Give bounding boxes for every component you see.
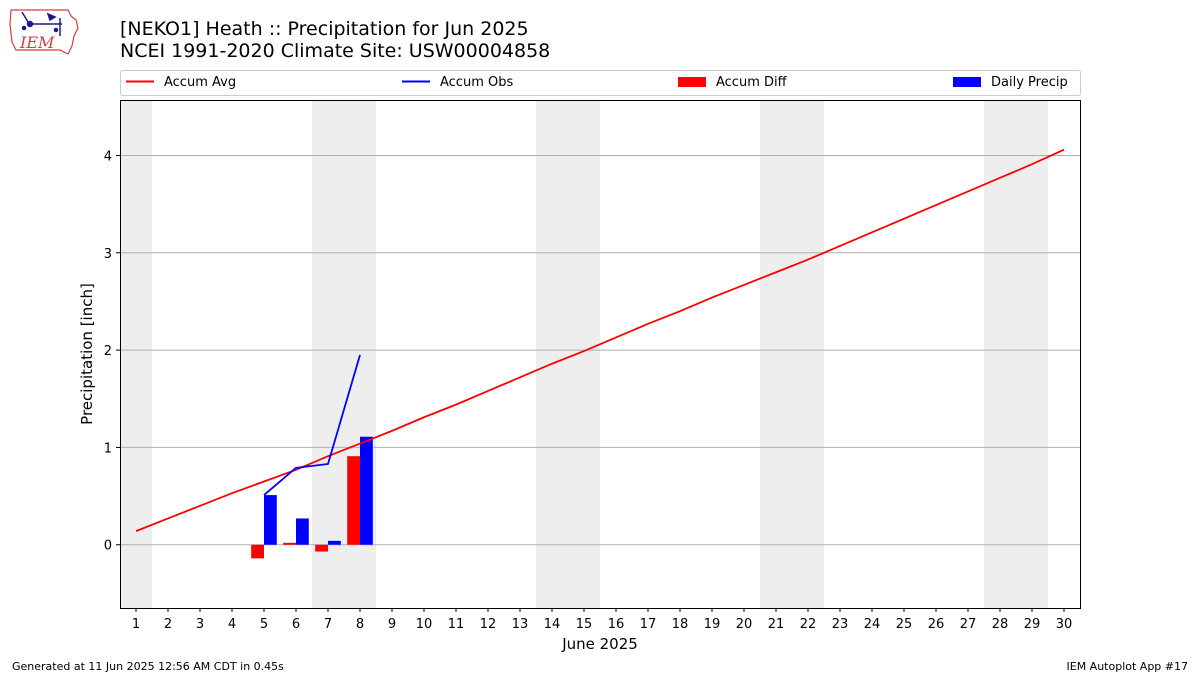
- x-axis-label: June 2025: [561, 635, 638, 653]
- x-tick-label: 15: [576, 617, 593, 632]
- x-tick-label: 23: [832, 617, 849, 632]
- weekend-band: [760, 100, 792, 608]
- x-tick-label: 28: [992, 617, 1009, 632]
- chart-subtitle: NCEI 1991-2020 Climate Site: USW00004858: [120, 40, 551, 62]
- x-tick-label: 11: [448, 617, 465, 632]
- x-tick-label: 10: [416, 617, 433, 632]
- x-tick-label: 20: [736, 617, 753, 632]
- accum-obs-line: [263, 354, 361, 496]
- x-tick-label: 21: [768, 617, 785, 632]
- y-tick-label: 2: [104, 344, 112, 359]
- y-axis-label: Precipitation [inch]: [78, 283, 96, 425]
- plot-frame: [120, 100, 1081, 609]
- line-series: [135, 148, 1065, 532]
- x-tick-label: 4: [228, 617, 236, 632]
- x-tick-label: 7: [324, 617, 332, 632]
- generated-note: Generated at 11 Jun 2025 12:56 AM CDT in…: [12, 660, 284, 673]
- weekend-bands: [120, 100, 1048, 608]
- daily-precip-bar: [360, 436, 373, 545]
- logo-text: IEM: [19, 33, 55, 52]
- x-tick-label: 19: [704, 617, 721, 632]
- x-tick-label: 2: [164, 617, 172, 632]
- legend: Accum Avg Accum Obs Accum Diff Daily Precip: [120, 70, 1081, 96]
- accum-diff-bar: [251, 544, 264, 559]
- weekend-band: [792, 100, 824, 608]
- legend-frame: [120, 70, 1081, 96]
- x-tick-label: 27: [960, 617, 977, 632]
- x-tick-label: 1: [132, 617, 140, 632]
- x-tick-label: 18: [672, 617, 689, 632]
- iem-logo: IEM: [9, 9, 79, 55]
- x-tick-label: 12: [480, 617, 497, 632]
- y-axis: 0 1 2 3 4: [104, 149, 120, 554]
- x-tick-label: 14: [544, 617, 561, 632]
- app-note: IEM Autoplot App #17: [1066, 660, 1189, 673]
- bar-series: [251, 436, 373, 559]
- x-tick-label: 17: [640, 617, 657, 632]
- x-tick-label: 6: [292, 617, 300, 632]
- chart-title: [NEKO1] Heath :: Precipitation for Jun 2…: [120, 18, 529, 40]
- y-tick-label: 1: [104, 441, 112, 456]
- legend-swatch: [953, 77, 981, 87]
- x-tick-label: 30: [1056, 617, 1073, 632]
- y-tick-label: 0: [104, 539, 112, 554]
- accum-diff-bar: [347, 456, 360, 545]
- x-tick-label: 22: [800, 617, 817, 632]
- x-tick-label: 13: [512, 617, 529, 632]
- legend-label: Accum Obs: [440, 75, 513, 90]
- weather-instruments-icon: [21, 11, 62, 36]
- x-tick-label: 16: [608, 617, 625, 632]
- legend-label: Daily Precip: [991, 75, 1068, 90]
- x-tick-label: 8: [356, 617, 364, 632]
- y-tick-label: 3: [104, 247, 112, 262]
- x-tick-label: 3: [196, 617, 204, 632]
- x-axis: 1 2 3 4 5 6 7 8 9 10 11 12 13 14 15 16 17 18 19 20 21 22 23 24 2…: [132, 608, 1072, 632]
- x-tick-label: 29: [1024, 617, 1041, 632]
- weekend-band: [120, 100, 152, 608]
- x-tick-label: 24: [864, 617, 881, 632]
- legend-label: Accum Diff: [716, 75, 788, 90]
- weekend-band: [984, 100, 1016, 608]
- legend-label: Accum Avg: [164, 75, 236, 90]
- weekend-band: [312, 100, 344, 608]
- iowa-outline-icon: [9, 9, 79, 55]
- weekend-band: [536, 100, 568, 608]
- x-tick-label: 25: [896, 617, 913, 632]
- weekend-band: [1016, 100, 1048, 608]
- accum-diff-bar: [315, 544, 328, 552]
- x-tick-label: 26: [928, 617, 945, 632]
- daily-precip-bar: [296, 518, 309, 545]
- accum-diff-bar: [283, 542, 296, 545]
- y-tick-label: 4: [104, 149, 112, 164]
- daily-precip-bar: [328, 540, 341, 545]
- grid-lines: [120, 154, 1080, 546]
- x-tick-label: 5: [260, 617, 268, 632]
- weekend-band: [568, 100, 600, 608]
- daily-precip-bar: [264, 495, 277, 545]
- legend-swatch: [678, 77, 706, 87]
- x-tick-label: 9: [388, 617, 396, 632]
